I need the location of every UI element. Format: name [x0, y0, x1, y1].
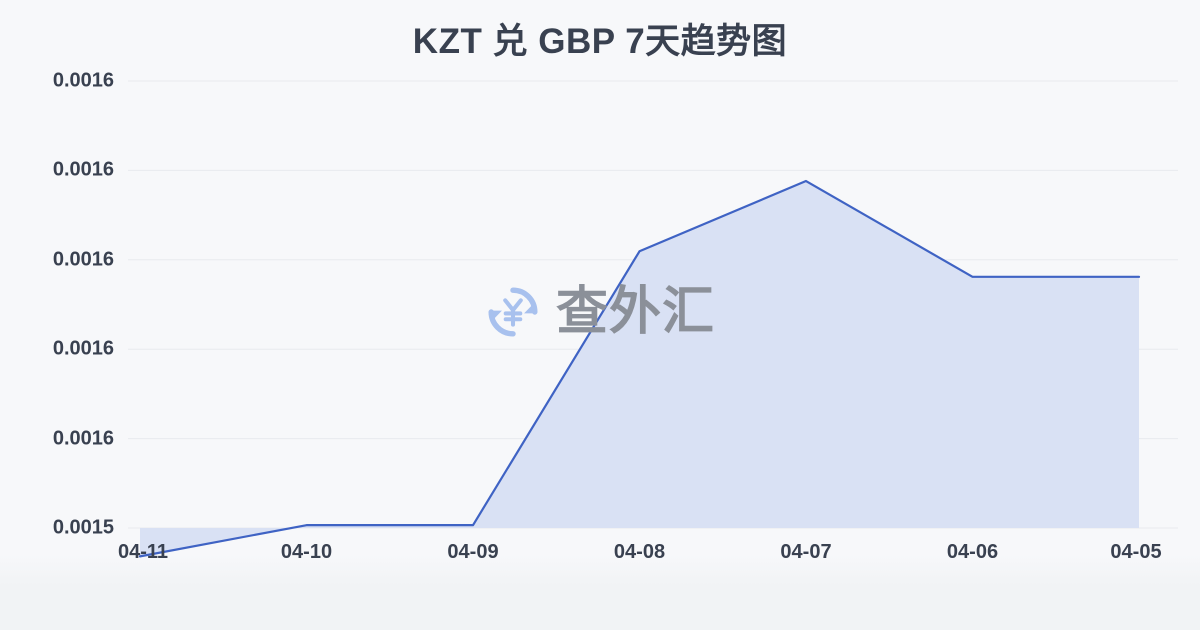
area-fill: [140, 181, 1139, 557]
series-line: [138, 179, 1141, 558]
page-title: KZT 兑 GBP 7天趋势图: [412, 22, 788, 61]
